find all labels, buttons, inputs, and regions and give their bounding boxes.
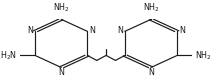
Text: N: N <box>27 26 33 35</box>
Text: N: N <box>89 26 95 35</box>
Text: N: N <box>58 68 64 77</box>
Text: N: N <box>148 68 154 77</box>
Text: NH$_2$: NH$_2$ <box>142 1 159 14</box>
Text: H$_2$N: H$_2$N <box>0 49 17 62</box>
Text: NH$_2$: NH$_2$ <box>195 49 212 62</box>
Text: N: N <box>179 26 185 35</box>
Text: N: N <box>117 26 123 35</box>
Text: NH$_2$: NH$_2$ <box>53 1 70 14</box>
